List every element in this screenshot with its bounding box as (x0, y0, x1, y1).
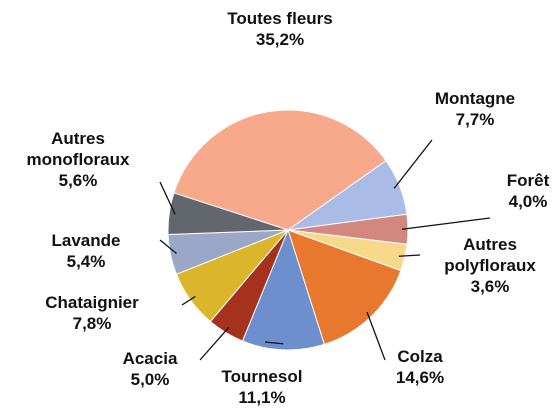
value-label: 5,0% (130, 370, 170, 389)
category-name: Acacia (122, 349, 178, 368)
leader-line (398, 254, 421, 257)
category-name: Colza (397, 347, 443, 366)
slice-label: Colza 14,6% (375, 346, 465, 388)
category-name: Autres monofloraux (26, 129, 130, 169)
value-label: 11,1% (238, 388, 286, 407)
slice-label: Montagne 7,7% (415, 88, 535, 130)
slice-label: Toutes fleurs 35,2% (180, 8, 380, 50)
slice-label: Acacia 5,0% (110, 348, 190, 390)
slice-label: Chataignier 7,8% (27, 292, 157, 334)
category-name: Autres polyfloraux (444, 235, 536, 275)
value-label: 5,4% (66, 252, 106, 271)
category-name: Lavande (51, 231, 121, 250)
slice-label: Autres monofloraux 5,6% (13, 128, 143, 191)
category-name: Chataignier (45, 293, 139, 312)
value-label: 7,8% (72, 314, 112, 333)
leader-line (199, 326, 230, 361)
leader-line (401, 217, 491, 230)
slice-label: Forêt 4,0% (493, 170, 560, 212)
slice-label: Lavande 5,4% (36, 230, 136, 272)
value-label: 35,2% (255, 30, 305, 49)
slice-label: Tournesol 11,1% (207, 366, 317, 408)
leader-line (393, 139, 433, 189)
category-name: Montagne (434, 89, 516, 108)
leader-line (366, 311, 386, 361)
value-label: 7,7% (455, 110, 495, 129)
pie-slice (287, 229, 402, 345)
value-label: 5,6% (58, 171, 98, 190)
slice-label: Autres polyfloraux 3,6% (425, 234, 555, 297)
category-name: Tournesol (221, 367, 303, 386)
category-name: Forêt (506, 171, 550, 190)
leader-line (181, 295, 196, 306)
value-label: 4,0% (508, 192, 548, 211)
category-name: Toutes fleurs (227, 9, 333, 28)
pie-slice (173, 109, 387, 231)
value-label: 3,6% (470, 277, 510, 296)
pie-slice (241, 228, 325, 351)
leader-line (159, 239, 177, 254)
leader-line (264, 341, 284, 345)
leader-line (159, 181, 176, 215)
pie-slice (167, 192, 289, 236)
value-label: 14,6% (395, 368, 445, 387)
